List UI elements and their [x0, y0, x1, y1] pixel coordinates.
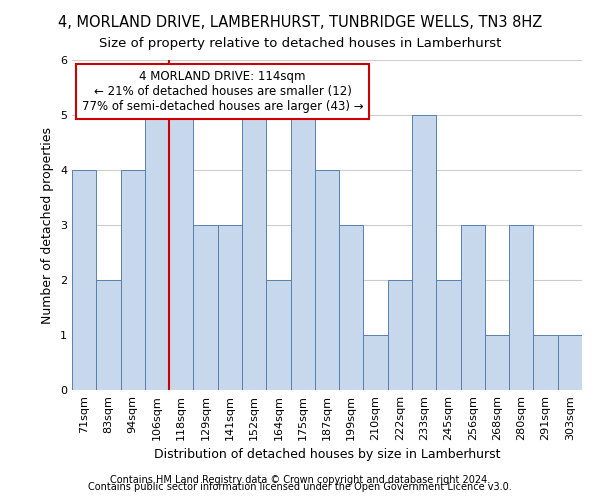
Text: 4 MORLAND DRIVE: 114sqm
← 21% of detached houses are smaller (12)
77% of semi-de: 4 MORLAND DRIVE: 114sqm ← 21% of detache… [82, 70, 363, 113]
Bar [145, 115, 169, 390]
X-axis label: Distribution of detached houses by size in Lamberhurst: Distribution of detached houses by size … [154, 448, 500, 462]
Bar [218, 225, 242, 390]
Bar [461, 225, 485, 390]
Text: Contains HM Land Registry data © Crown copyright and database right 2024.: Contains HM Land Registry data © Crown c… [110, 475, 490, 485]
Bar [242, 115, 266, 390]
Y-axis label: Number of detached properties: Number of detached properties [41, 126, 55, 324]
Bar [388, 280, 412, 390]
Bar [266, 280, 290, 390]
Bar [193, 225, 218, 390]
Bar [436, 280, 461, 390]
Text: Contains public sector information licensed under the Open Government Licence v3: Contains public sector information licen… [88, 482, 512, 492]
Bar [315, 170, 339, 390]
Bar [364, 335, 388, 390]
Bar [558, 335, 582, 390]
Bar [485, 335, 509, 390]
Bar [96, 280, 121, 390]
Bar [533, 335, 558, 390]
Bar [339, 225, 364, 390]
Bar [72, 170, 96, 390]
Bar [412, 115, 436, 390]
Bar [290, 115, 315, 390]
Bar [509, 225, 533, 390]
Text: 4, MORLAND DRIVE, LAMBERHURST, TUNBRIDGE WELLS, TN3 8HZ: 4, MORLAND DRIVE, LAMBERHURST, TUNBRIDGE… [58, 15, 542, 30]
Text: Size of property relative to detached houses in Lamberhurst: Size of property relative to detached ho… [99, 38, 501, 51]
Bar [169, 115, 193, 390]
Bar [121, 170, 145, 390]
